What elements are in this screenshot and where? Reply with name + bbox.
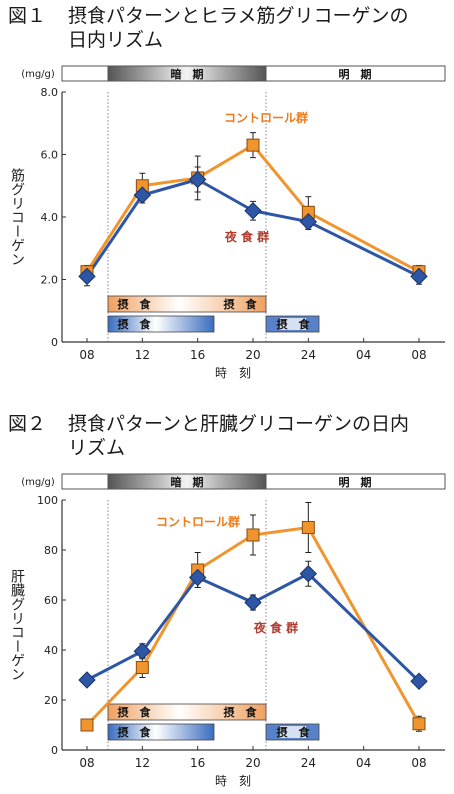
y-tick-label: 0 [51,744,58,757]
night-feeding-bar-late-highlight [280,726,306,738]
night-point [410,267,428,286]
figure-2-title-line2: リズム [68,437,126,459]
x-tick-label: 24 [301,348,316,362]
control-series-label: コントロール群 [156,514,240,529]
dark-period-label: 暗 期 [171,67,204,81]
control-point [412,717,426,731]
y-tick-label: 2.0 [41,274,59,287]
y-tick-label: 8.0 [41,86,59,99]
x-tick-label: 08 [79,756,94,770]
y-tick-label: 80 [44,544,58,557]
control-feeding-bar [107,295,267,313]
y-axis-title: 肝臓グリコーゲン [9,569,25,681]
night-point [188,568,207,587]
light-period-label: 明 期 [339,475,372,489]
night-feeding-label-late: 摂 食 [277,317,311,331]
figure-1-number: 図１ [8,5,47,27]
light-period-left-band [61,65,109,82]
control-feeding-label-start: 摂 食 [118,705,152,719]
figure-1-title: 図１ 摂食パターンとヒラメ筋グリコーゲンの 日内リズム [8,4,448,52]
x-tick-label: 12 [135,348,150,362]
night-series-label: 夜 食 群 [253,620,298,635]
night-series-label: 夜 食 群 [224,229,269,244]
figure-1-title-line2: 日内リズム [68,29,164,51]
x-tick-label: 16 [190,756,205,770]
x-axis-title: 時 刻 [215,366,251,380]
x-tick-label: 24 [301,756,316,770]
x-tick-label: 20 [245,756,260,770]
control-feeding-label-start: 摂 食 [118,297,152,311]
x-tick-label: 04 [356,348,371,362]
y-tick-label: 100 [37,494,58,507]
figure-1-title-line1: 摂食パターンとヒラメ筋グリコーゲンの [68,5,409,27]
control-series-line [85,143,420,274]
night-point [244,202,262,220]
night-point [244,593,262,612]
y-tick-label: 60 [44,594,58,607]
figure-2-title: 図２ 摂食パターンと肝臓グリコーゲンの日内 リズム [8,412,448,460]
light-period-left-band [61,473,109,490]
night-feeding-label-late: 摂 食 [277,725,311,739]
night-point [410,672,428,690]
x-tick-label: 04 [356,756,371,770]
night-series-line [86,572,421,683]
control-feeding-label-end: 摂 食 [224,297,258,311]
muscle-glycogen-chart: (mg/g) 暗 期 明 期 0 2.0 4.0 6.0 8.0 08 12 16 20 24 04 08 時… [9,65,446,380]
night-point [299,212,318,231]
y-unit-label: (mg/g) [21,69,55,80]
light-period-label: 明 期 [339,67,372,81]
night-feeding-label: 摂 食 [118,725,152,739]
x-tick-label: 16 [190,348,205,362]
x-tick-label: 08 [411,756,426,770]
night-point [299,565,318,583]
light-period-band [265,473,446,490]
control-series-line [85,526,421,727]
x-tick-label: 20 [245,348,260,362]
x-axis-title: 時 刻 [215,774,251,788]
y-tick-label: 6.0 [41,149,59,162]
night-feeding-bar [107,723,215,741]
control-feeding-label-end: 摂 食 [224,705,258,719]
control-point [80,718,94,732]
control-point [246,138,260,152]
control-point [301,521,315,534]
figure-2-number: 図２ [8,413,47,435]
night-point [78,671,96,689]
control-series-label: コントロール群 [224,110,308,125]
control-point [246,528,260,542]
light-period-band [265,65,446,82]
y-axis-title: 筋グリコーゲン [9,167,25,266]
night-point [133,642,152,660]
control-feeding-bar [107,703,267,721]
night-feeding-bar [107,315,215,333]
night-point [78,267,96,286]
night-point [188,170,207,189]
y-tick-label: 40 [44,644,58,657]
liver-glycogen-chart: (mg/g) 暗 期 明 期 0 20 40 60 80 100 08 12 16 20 24 04 08 時 … [9,473,446,788]
night-feeding-label: 摂 食 [118,317,152,331]
x-tick-label: 08 [79,348,94,362]
y-tick-label: 4.0 [41,211,59,224]
x-tick-label: 08 [411,348,426,362]
night-series-line [85,178,420,278]
y-tick-label: 0 [51,336,58,349]
y-tick-label: 20 [44,694,58,707]
x-tick-label: 12 [135,756,150,770]
control-point [135,661,149,674]
dark-period-label: 暗 期 [171,475,204,489]
night-point [133,186,152,204]
night-feeding-bar-late-highlight [280,318,306,330]
y-unit-label: (mg/g) [21,477,55,488]
figure-2-title-line1: 摂食パターンと肝臓グリコーゲンの日内 [68,413,410,435]
